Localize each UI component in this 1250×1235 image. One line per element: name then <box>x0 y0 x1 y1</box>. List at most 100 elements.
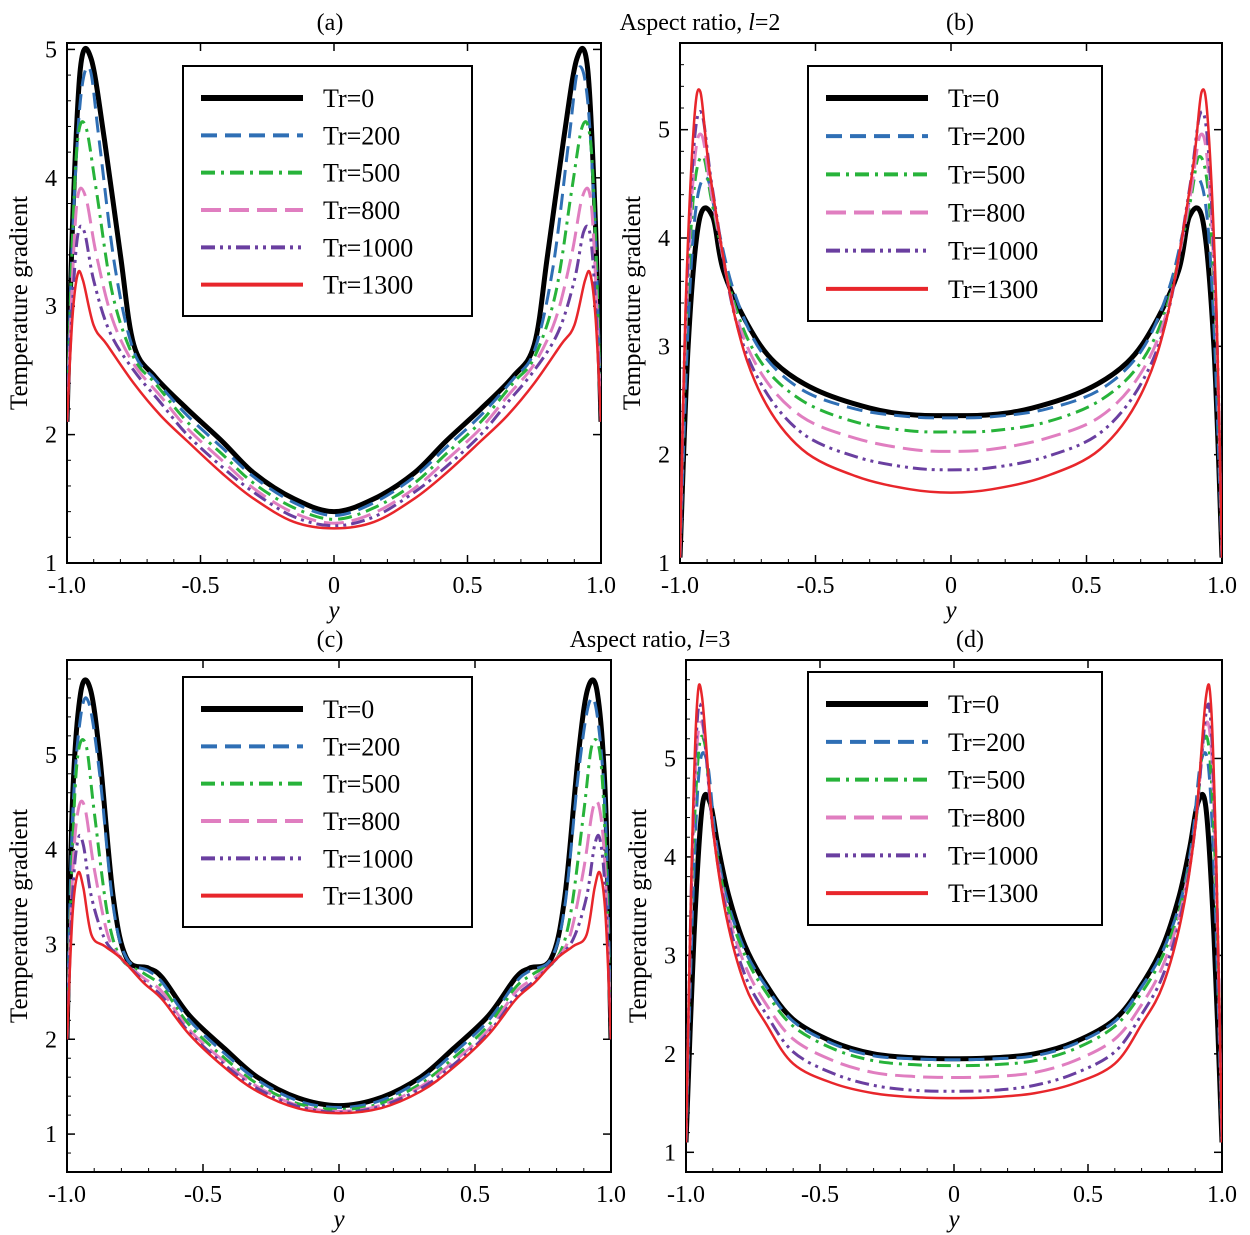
series-line-tr-200 <box>67 696 611 1110</box>
legend-entry: Tr=800 <box>323 196 400 225</box>
legend-entry: Tr=1300 <box>323 271 413 300</box>
legend-entry: Tr=800 <box>323 807 400 836</box>
series-group <box>680 88 1222 558</box>
y-tick-label: 3 <box>658 334 670 360</box>
y-tick-label: 3 <box>664 943 676 969</box>
legend-entry: Tr=500 <box>323 770 400 799</box>
y-tick-label: 3 <box>45 932 57 958</box>
y-tick-label: 4 <box>658 226 670 252</box>
panel-b: (b) -1.0 -0.5 0 0.5 1.0 1 2 3 4 5 y Temperature grad… <box>619 10 1237 624</box>
series-line-tr-500 <box>67 738 611 1111</box>
panel-a: (a) -1.0 -0.5 0 0.5 1.0 1 2 3 4 5 y Temperature grad… <box>6 10 616 624</box>
y-tick-label: 5 <box>45 37 57 63</box>
legend-entry: Tr=1000 <box>323 233 413 262</box>
series-line-tr-1000 <box>67 224 601 528</box>
x-tick-label: 1.0 <box>1207 573 1237 599</box>
series-line-tr-1300 <box>686 683 1222 1143</box>
panel-label: (a) <box>317 10 344 36</box>
y-tick-label: 1 <box>45 551 57 577</box>
y-tick-label: 1 <box>664 1140 676 1166</box>
y-tick-label: 5 <box>45 743 57 769</box>
series-group <box>67 45 601 530</box>
series-line-tr-800 <box>67 799 611 1113</box>
y-axis-label: Temperature gradient <box>625 809 652 1023</box>
legend-entry: Tr=1000 <box>948 841 1038 870</box>
x-axis-label: y <box>330 1206 345 1233</box>
x-tick-label: 0.5 <box>453 573 483 599</box>
series-line-tr-200 <box>67 65 601 517</box>
legend-entry: Tr=0 <box>948 690 999 719</box>
legend-entry: Tr=1300 <box>323 882 413 911</box>
legend-entry: Tr=200 <box>948 122 1025 151</box>
legend-entry: Tr=500 <box>948 766 1025 795</box>
legend-entry: Tr=1000 <box>323 844 413 873</box>
x-tick-label: -0.5 <box>801 1182 839 1208</box>
x-tick-label: 0 <box>945 573 957 599</box>
legend-entry: Tr=200 <box>948 728 1025 757</box>
y-tick-label: 4 <box>45 166 57 192</box>
legend-entry: Tr=0 <box>323 84 374 113</box>
legend: Tr=0 Tr=200 Tr=500 Tr=800 Tr=1000 Tr=1300 <box>182 676 473 928</box>
x-tick-label: -0.5 <box>184 1182 222 1208</box>
series-line-tr-0 <box>680 205 1222 558</box>
legend-entry: Tr=800 <box>948 199 1025 228</box>
x-tick-label: 0 <box>333 1182 345 1208</box>
x-tick-label: 0.5 <box>460 1182 490 1208</box>
panel-label: (b) <box>946 10 974 36</box>
y-tick-label: 1 <box>45 1122 57 1148</box>
series-line-tr-800 <box>680 132 1222 558</box>
y-tick-label: 3 <box>45 294 57 320</box>
legend-entry: Tr=200 <box>323 732 400 761</box>
legend-entry: Tr=1300 <box>948 879 1038 908</box>
panel-label: (d) <box>956 627 984 653</box>
x-tick-label: 1.0 <box>596 1182 626 1208</box>
series-line-tr-500 <box>680 155 1222 558</box>
legend: Tr=0 Tr=200 Tr=500 Tr=800 Tr=1000 Tr=1300 <box>182 65 473 317</box>
panel-d: (d) -1.0 -0.5 0 0.5 1.0 1 2 3 4 5 y Temperature grad… <box>625 627 1237 1233</box>
y-tick-label: 4 <box>664 845 676 871</box>
legend-entry: Tr=0 <box>323 695 374 724</box>
x-tick-label: -1.0 <box>667 1182 705 1208</box>
series-line-tr-1000 <box>67 833 611 1114</box>
x-axis-label: y <box>942 597 957 624</box>
series-line-tr-0 <box>67 677 611 1109</box>
legend: Tr=0 Tr=200 Tr=500 Tr=800 Tr=1000 Tr=1300 <box>807 65 1103 322</box>
legend-box <box>807 671 1103 926</box>
legend-entry: Tr=0 <box>948 84 999 113</box>
legend-box <box>807 65 1103 322</box>
legend-box <box>182 676 473 928</box>
x-tick-label: -1.0 <box>661 573 699 599</box>
series-group <box>686 683 1222 1143</box>
section-title-top: Aspect ratio, l=2 <box>620 10 781 36</box>
legend-entry: Tr=200 <box>323 121 400 150</box>
x-tick-label: 1.0 <box>1207 1182 1237 1208</box>
y-axis-label: Temperature gradient <box>619 196 646 410</box>
panel-c: (c) -1.0 -0.5 0 0.5 1.0 1 2 3 4 5 y Temperature grad… <box>6 627 626 1233</box>
x-tick-label: 0.5 <box>1073 1182 1103 1208</box>
legend-entry: Tr=800 <box>948 804 1025 833</box>
series-line-tr-1000 <box>680 110 1222 558</box>
y-tick-label: 5 <box>664 746 676 772</box>
x-axis-label: y <box>945 1206 960 1233</box>
series-line-tr-0 <box>67 45 601 515</box>
y-tick-label: 1 <box>658 551 670 577</box>
x-tick-label: -1.0 <box>48 573 86 599</box>
y-tick-label: 5 <box>658 118 670 144</box>
x-tick-label: -0.5 <box>182 573 220 599</box>
series-line-tr-500 <box>67 120 601 521</box>
series-line-tr-1300 <box>67 870 611 1115</box>
legend-entry: Tr=1300 <box>948 275 1038 304</box>
x-axis-label: y <box>325 597 340 624</box>
y-tick-label: 4 <box>45 838 57 864</box>
legend-entry: Tr=1000 <box>948 237 1038 266</box>
y-axis-label: Temperature gradient <box>6 196 33 410</box>
series-line-tr-1300 <box>680 88 1222 558</box>
y-tick-label: 2 <box>664 1042 676 1068</box>
x-tick-label: -0.5 <box>797 573 835 599</box>
x-tick-label: 0.5 <box>1072 573 1102 599</box>
legend-box <box>182 65 473 317</box>
series-group <box>67 677 611 1115</box>
series-line-tr-200 <box>680 176 1222 558</box>
legend-entry: Tr=500 <box>323 159 400 188</box>
